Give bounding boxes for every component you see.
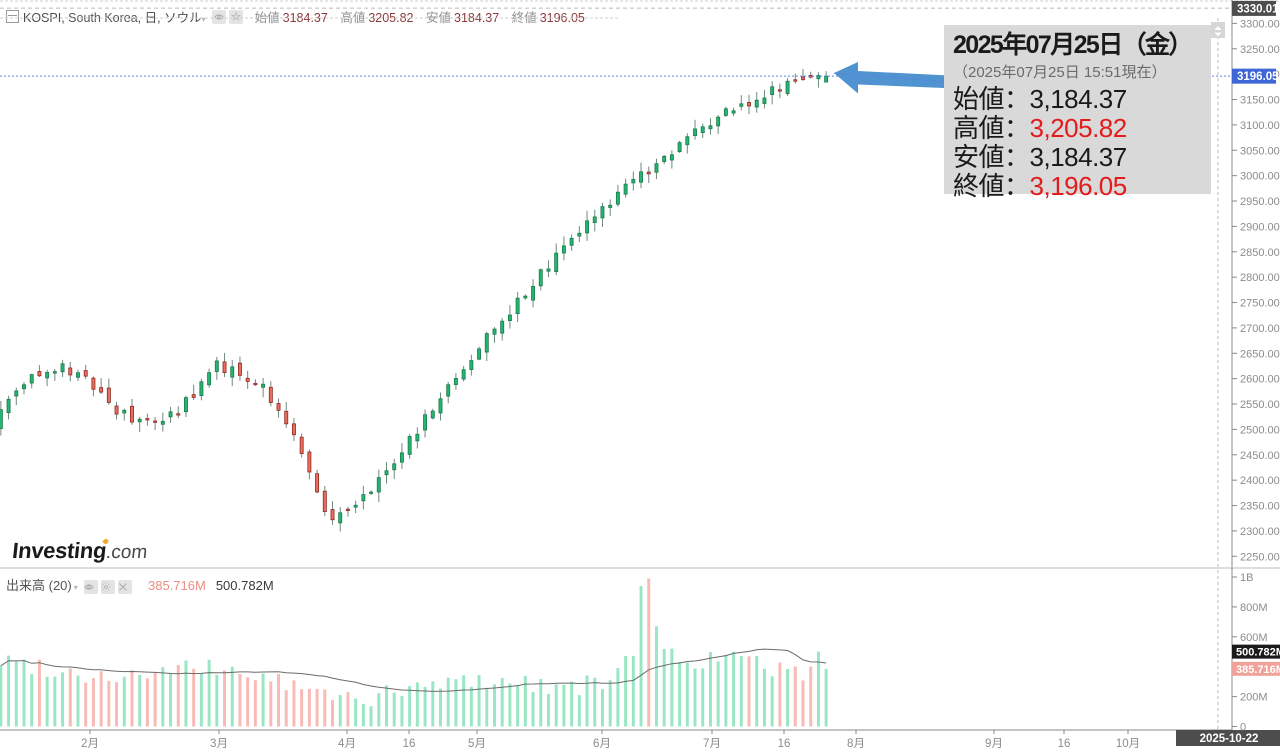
- svg-text:0: 0: [1240, 722, 1246, 734]
- svg-text:2900.00: 2900.00: [1240, 221, 1280, 233]
- svg-text:2250.00: 2250.00: [1240, 551, 1280, 563]
- svg-text:3050.00: 3050.00: [1240, 145, 1280, 157]
- svg-text:600M: 600M: [1240, 632, 1268, 644]
- svg-text:2700.00: 2700.00: [1240, 323, 1280, 335]
- svg-text:500.782M: 500.782M: [1236, 647, 1280, 659]
- svg-text:800M: 800M: [1240, 602, 1268, 614]
- svg-text:2850.00: 2850.00: [1240, 247, 1280, 259]
- svg-text:3250.00: 3250.00: [1240, 44, 1280, 56]
- svg-text:2400.00: 2400.00: [1240, 475, 1280, 487]
- svg-text:3300.00: 3300.00: [1240, 18, 1280, 30]
- svg-text:16: 16: [778, 738, 791, 750]
- svg-text:3196.05: 3196.05: [1237, 71, 1279, 83]
- svg-text:2600.00: 2600.00: [1240, 374, 1280, 386]
- svg-text:4月: 4月: [338, 738, 356, 750]
- svg-text:5月: 5月: [468, 738, 486, 750]
- svg-text:3月: 3月: [210, 738, 228, 750]
- svg-text:3000.00: 3000.00: [1240, 171, 1280, 183]
- svg-text:2300.00: 2300.00: [1240, 526, 1280, 538]
- svg-text:6月: 6月: [593, 738, 611, 750]
- svg-text:2450.00: 2450.00: [1240, 450, 1280, 462]
- svg-text:10月: 10月: [1116, 738, 1140, 750]
- svg-text:9月: 9月: [985, 738, 1003, 750]
- svg-text:2350.00: 2350.00: [1240, 501, 1280, 513]
- svg-text:3150.00: 3150.00: [1240, 95, 1280, 107]
- svg-text:16: 16: [1058, 738, 1071, 750]
- svg-text:8月: 8月: [847, 738, 865, 750]
- svg-text:2500.00: 2500.00: [1240, 424, 1280, 436]
- svg-text:2950.00: 2950.00: [1240, 196, 1280, 208]
- svg-text:2750.00: 2750.00: [1240, 298, 1280, 310]
- svg-text:2月: 2月: [81, 738, 99, 750]
- svg-text:3100.00: 3100.00: [1240, 120, 1280, 132]
- svg-text:2800.00: 2800.00: [1240, 272, 1280, 284]
- svg-text:2550.00: 2550.00: [1240, 399, 1280, 411]
- svg-text:2650.00: 2650.00: [1240, 348, 1280, 360]
- svg-text:7月: 7月: [703, 738, 721, 750]
- svg-text:385.716M: 385.716M: [1236, 664, 1280, 676]
- svg-text:2025-10-22: 2025-10-22: [1200, 733, 1259, 745]
- svg-text:1B: 1B: [1240, 572, 1253, 584]
- svg-text:16: 16: [403, 738, 416, 750]
- svg-text:3330.01: 3330.01: [1237, 3, 1279, 15]
- svg-text:200M: 200M: [1240, 692, 1268, 704]
